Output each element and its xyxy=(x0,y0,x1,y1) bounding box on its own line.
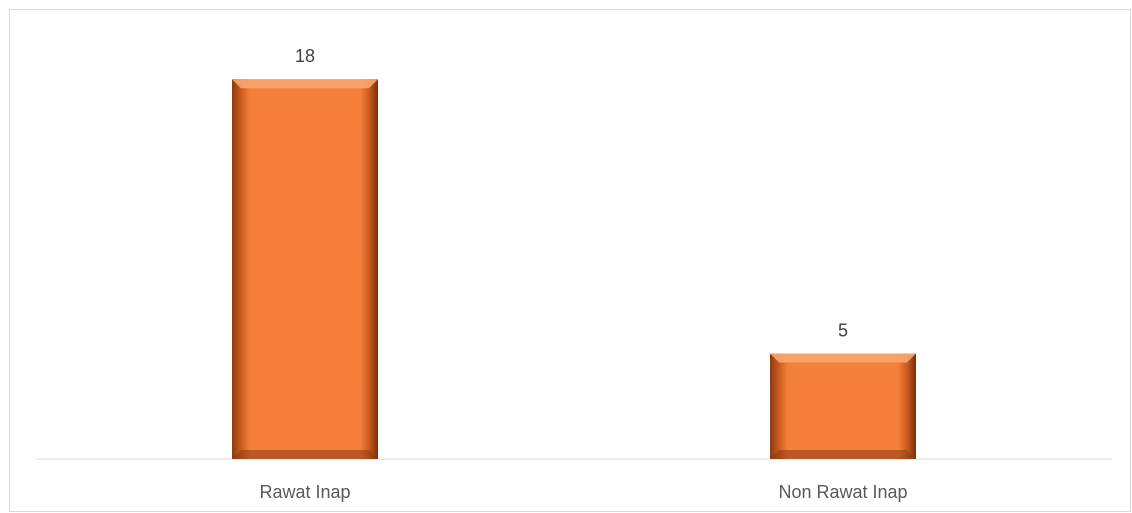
bar[interactable] xyxy=(232,79,378,459)
bar-bottom-bevel xyxy=(232,450,378,459)
bar-group: 5 Non Rawat Inap xyxy=(770,321,916,502)
x-tick-label: Non Rawat Inap xyxy=(778,482,907,502)
x-tick-label: Rawat Inap xyxy=(259,482,350,502)
data-label: 18 xyxy=(295,46,315,66)
bar-group: 18 Rawat Inap xyxy=(232,46,378,502)
bar-top-bevel xyxy=(770,353,916,363)
bar-top-bevel xyxy=(232,79,378,89)
chart-area xyxy=(9,9,1131,512)
bar-bottom-bevel xyxy=(770,450,916,459)
bar[interactable] xyxy=(770,353,916,460)
data-label: 5 xyxy=(838,321,848,341)
